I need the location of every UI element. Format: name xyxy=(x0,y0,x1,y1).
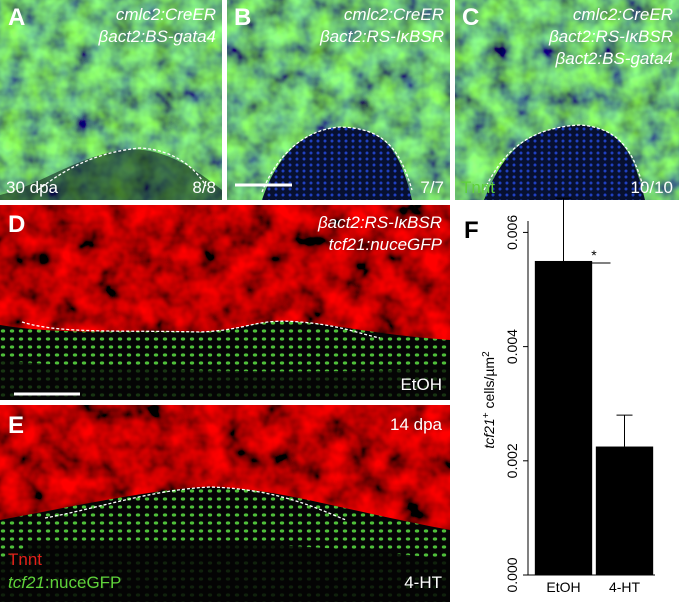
genotype: βact2:BS-gata4 xyxy=(98,27,216,46)
genotype: βact2:RS-IκBSR xyxy=(317,213,442,232)
ratio: 10/10 xyxy=(630,178,673,197)
wound-border xyxy=(483,124,644,191)
x-tick-label: 4-HT xyxy=(609,579,641,595)
bar xyxy=(534,260,593,575)
wound-border xyxy=(37,147,207,191)
panel-c: C cmlc2:CreER βact2:RS-IκBSR βact2:BS-ga… xyxy=(455,0,679,200)
panel-letter: C xyxy=(462,4,479,31)
wound-border xyxy=(261,126,413,193)
genotype: tcf21:nuceGFP xyxy=(329,235,443,254)
panel-b: B cmlc2:CreER βact2:RS-IκBSR 7/7 xyxy=(227,0,450,200)
wound xyxy=(0,149,222,200)
y-tick-label: 0.004 xyxy=(504,329,520,364)
timepoint: 30 dpa xyxy=(6,178,59,197)
panel-letter: F xyxy=(464,217,479,244)
wound-border xyxy=(44,486,347,521)
genotype: cmlc2:CreER xyxy=(116,5,216,24)
ylabel-unit: cells/µm xyxy=(481,357,497,413)
panel-letter: A xyxy=(8,4,25,31)
ratio: 8/8 xyxy=(192,178,216,197)
y-tick-label: 0.002 xyxy=(504,443,520,478)
genotype: βact2:RS-IκBSR xyxy=(548,27,673,46)
genotype: βact2:RS-IκBSR xyxy=(319,27,444,46)
panel-a: A cmlc2:CreER βact2:BS-gata4 30 dpa 8/8 xyxy=(0,0,222,200)
genotype: βact2:BS-gata4 xyxy=(555,49,673,68)
bar-chart: F tcf21+ cells/µm2 0.000 0.002 0.004 0.006 E… xyxy=(464,197,655,595)
wound xyxy=(484,125,645,200)
panel-d: D βact2:RS-IκBSR tcf21:nuceGFP EtOH xyxy=(0,205,450,400)
reporter-suffix: :nuceGFP xyxy=(45,573,122,592)
treatment: EtOH xyxy=(400,375,442,394)
y-tick-label: 0.006 xyxy=(504,215,520,250)
panel-e: E 14 dpa Tnnt tcf21:nuceGFP 4-HT xyxy=(0,405,450,602)
significance-label: * xyxy=(591,247,597,263)
bar xyxy=(595,446,654,575)
treatment: 4-HT xyxy=(404,573,442,592)
panel-letter: E xyxy=(8,412,24,439)
y-axis-label: tcf21+ cells/µm2 xyxy=(481,351,498,449)
panel-letter: D xyxy=(8,211,25,238)
ratio: 7/7 xyxy=(420,178,444,197)
genotype: cmlc2:CreER xyxy=(344,5,444,24)
x-tick-label: EtOH xyxy=(546,579,580,595)
panel-letter: B xyxy=(234,4,251,31)
stain-label: Tnnt xyxy=(8,550,42,569)
wound xyxy=(262,127,412,200)
ylabel-sup: + xyxy=(481,412,492,418)
timepoint: 14 dpa xyxy=(390,415,443,434)
wound-base xyxy=(0,360,450,400)
genotype: cmlc2:CreER xyxy=(573,5,673,24)
wound-base xyxy=(0,542,450,602)
reporter-gene: tcf21 xyxy=(8,573,45,592)
ylabel-unit-sup: 2 xyxy=(481,351,492,357)
stain-label: Tnnt xyxy=(461,178,495,197)
y-tick-label: 0.000 xyxy=(504,557,520,592)
ylabel-gene: tcf21 xyxy=(481,418,497,448)
wound-border xyxy=(21,320,381,339)
reporter-label: tcf21:nuceGFP xyxy=(8,573,121,592)
